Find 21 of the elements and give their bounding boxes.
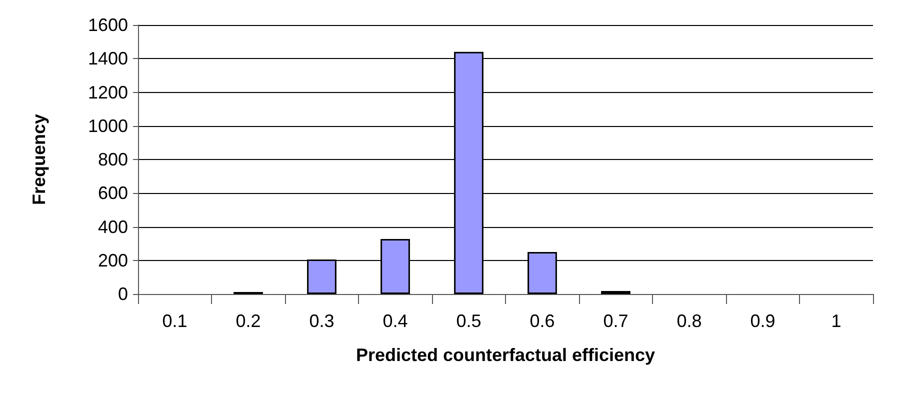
y-tick-label: 800 (98, 150, 128, 170)
y-tick-label: 1000 (88, 116, 128, 136)
x-tick-label: 0.6 (530, 311, 555, 331)
y-tick-label: 200 (98, 250, 128, 270)
x-tick-label: 0.4 (382, 311, 408, 331)
y-tick-label: 1200 (88, 82, 128, 102)
x-tick-label: 0.3 (309, 311, 334, 331)
x-tick-label: 0.5 (456, 311, 482, 331)
y-tick-label: 600 (98, 183, 128, 204)
y-tick-label: 1400 (88, 48, 128, 69)
x-tick-label: 0.9 (750, 311, 776, 331)
x-tick-label: 0.2 (236, 311, 261, 331)
x-tick-label: 1 (831, 311, 842, 331)
y-axis-title: Frequency (29, 114, 49, 206)
y-tick-label: 1600 (88, 15, 128, 35)
y-tick-label: 400 (98, 216, 128, 237)
x-tick-label: 0.1 (162, 311, 188, 331)
x-axis-title: Predicted counterfactual efficiency (356, 345, 656, 365)
y-tick-label: 0 (118, 284, 128, 304)
x-tick-label: 0.8 (676, 311, 702, 331)
x-tick-label: 0.7 (603, 311, 628, 331)
